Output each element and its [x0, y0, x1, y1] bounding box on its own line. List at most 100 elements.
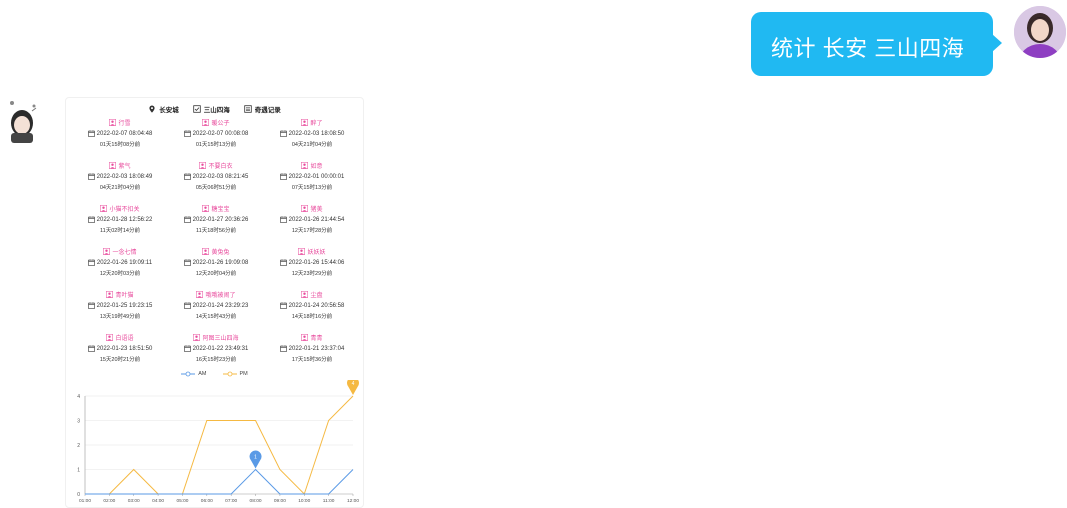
- calendar-icon: [183, 216, 191, 223]
- header-record-label: 奇遇记录: [254, 107, 281, 114]
- legend-item-am[interactable]: AM: [181, 371, 207, 377]
- record-time-text: 2022-02-07 08:04:48: [96, 130, 153, 137]
- record-time-text: 2022-01-24 23:29:23: [192, 302, 249, 309]
- y-tick-label: 4: [77, 394, 80, 400]
- record-name[interactable]: 暖公子: [202, 118, 230, 127]
- record-name[interactable]: 哦哦被闹了: [196, 290, 236, 299]
- person-icon: [193, 334, 201, 341]
- max-marker-am: [249, 450, 262, 469]
- record-time-text: 2022-01-27 20:36:26: [192, 216, 249, 223]
- record-time: 2022-02-03 18:08:50: [279, 129, 345, 138]
- legend-label-am: AM: [198, 371, 207, 377]
- record-name-text: 哦哦被闹了: [205, 293, 236, 299]
- y-tick-label: 0: [77, 492, 80, 498]
- record-name[interactable]: 青叶猫: [106, 290, 134, 299]
- record-time: 2022-02-03 08:21:45: [183, 172, 249, 181]
- record-time-text: 2022-01-24 20:56:58: [288, 302, 345, 309]
- record-grid: 行雪 2022-02-07 08:04:48 01天15时08分前 暖公子 2022-0…: [72, 118, 360, 369]
- record-name[interactable]: 猪美: [301, 204, 323, 213]
- chart-legend: AM PM: [66, 371, 363, 377]
- record-name[interactable]: 白语语: [106, 333, 134, 342]
- bubble-tail: [992, 34, 1002, 52]
- series-line-am: [85, 468, 354, 495]
- person-icon: [100, 205, 108, 212]
- x-tick-label: 10:00: [298, 498, 310, 504]
- record-duration: 04天21时04分前: [291, 142, 333, 148]
- record-duration: 01天15时13分前: [195, 142, 237, 148]
- record-entry: 黄兔兔 2022-01-26 19:09:08 12天20时04分前: [168, 247, 264, 283]
- record-time: 2022-02-01 00:00:01: [279, 172, 344, 181]
- record-name[interactable]: 阿图三山四海: [193, 333, 239, 342]
- record-name[interactable]: 行雪: [109, 118, 131, 127]
- record-time-text: 2022-02-07 00:08:08: [192, 130, 249, 137]
- record-time: 2022-02-07 00:08:08: [183, 129, 249, 138]
- record-time-text: 2022-01-21 23:37:04: [288, 345, 345, 352]
- record-time-text: 2022-02-03 18:08:50: [288, 130, 345, 137]
- record-name[interactable]: 不要白衣: [199, 161, 233, 170]
- record-name-text: 尘盘: [310, 293, 323, 299]
- record-time: 2022-01-25 19:23:15: [87, 301, 152, 310]
- record-name[interactable]: 妖妖妖: [298, 247, 326, 256]
- record-name[interactable]: 青青: [301, 333, 323, 342]
- record-name-text: 紫气: [118, 164, 131, 170]
- x-tick-label: 06:00: [201, 498, 213, 504]
- calendar-icon: [279, 345, 287, 352]
- person-icon: [106, 334, 114, 341]
- record-duration: 12天20时04分前: [195, 271, 237, 277]
- record-time-text: 2022-01-26 19:09:08: [192, 259, 249, 266]
- record-name[interactable]: 醉了: [301, 118, 323, 127]
- user-avatar[interactable]: [1014, 6, 1066, 58]
- y-tick-label: 2: [77, 443, 80, 449]
- calendar-icon: [87, 173, 95, 180]
- record-name[interactable]: 小猫不扣关: [100, 204, 140, 213]
- outgoing-message-text: 统计 长安 三山四海: [771, 36, 965, 61]
- record-duration: 04天21时04分前: [99, 185, 141, 191]
- x-tick-label: 08:00: [250, 498, 262, 504]
- record-name[interactable]: 如意: [301, 161, 323, 170]
- record-name[interactable]: 一念七情: [103, 247, 137, 256]
- record-time-text: 2022-02-03 08:21:45: [192, 173, 249, 180]
- max-marker-pm: [347, 380, 359, 395]
- calendar-icon: [88, 259, 95, 266]
- person-icon: [109, 162, 117, 169]
- calendar-icon: [279, 216, 287, 223]
- record-name-text: 糖宝宝: [211, 207, 230, 213]
- record-entry: 小猫不扣关 2022-01-28 12:56:22 11天02时14分前: [72, 204, 168, 240]
- record-name[interactable]: 糖宝宝: [202, 204, 230, 213]
- header-record: 奇遇记录: [244, 104, 281, 114]
- record-entry: 青叶猫 2022-01-25 19:23:15 13天19时49分前: [72, 290, 168, 326]
- bot-avatar[interactable]: [2, 97, 42, 147]
- calendar-icon: [87, 216, 95, 223]
- header-server: 长安城: [148, 104, 179, 114]
- person-icon: [301, 205, 309, 212]
- record-duration: 13天19时49分前: [99, 314, 141, 320]
- record-entry: 猪美 2022-01-26 21:44:54 12天17时28分前: [264, 204, 360, 240]
- record-name-text: 阿图三山四海: [202, 336, 239, 342]
- record-entry: 白语语 2022-01-23 18:51:50 15天20时21分前: [72, 333, 168, 369]
- calendar-icon: [279, 259, 287, 266]
- record-time: 2022-01-24 23:29:23: [183, 301, 249, 310]
- record-name[interactable]: 尘盘: [301, 290, 323, 299]
- person-icon: [196, 291, 204, 298]
- record-time: 2022-02-07 08:04:48: [87, 129, 153, 138]
- record-entry: 醉了 2022-02-03 18:08:50 04天21时04分前: [264, 118, 360, 154]
- record-duration: 15天20时21分前: [99, 357, 141, 363]
- hourly-line-chart: 0 1 2 3 4 01:00 02:00 03:00 04:00 05:00 06:00 07:00…: [77, 380, 359, 504]
- record-entry: 哦哦被闹了 2022-01-24 23:29:23 14天15时43分前: [168, 290, 264, 326]
- person-icon: [106, 291, 114, 298]
- legend-marker-pm: [222, 371, 237, 377]
- record-name-text: 不要白衣: [208, 164, 233, 170]
- person-icon: [301, 119, 309, 126]
- max-marker-label: 4: [352, 381, 355, 387]
- legend-item-pm[interactable]: PM: [222, 371, 248, 377]
- calendar-icon: [183, 130, 191, 137]
- record-name[interactable]: 紫气: [109, 161, 131, 170]
- list-icon: [244, 105, 252, 113]
- record-time: 2022-01-26 21:44:54: [279, 215, 344, 224]
- record-name[interactable]: 黄兔兔: [202, 247, 230, 256]
- calendar-icon: [279, 173, 287, 180]
- record-time: 2022-01-21 23:37:04: [279, 344, 345, 353]
- calendar-icon: [183, 302, 191, 309]
- record-entry: 糖宝宝 2022-01-27 20:36:26 11天18时56分前: [168, 204, 264, 240]
- record-name-text: 暖公子: [211, 121, 230, 127]
